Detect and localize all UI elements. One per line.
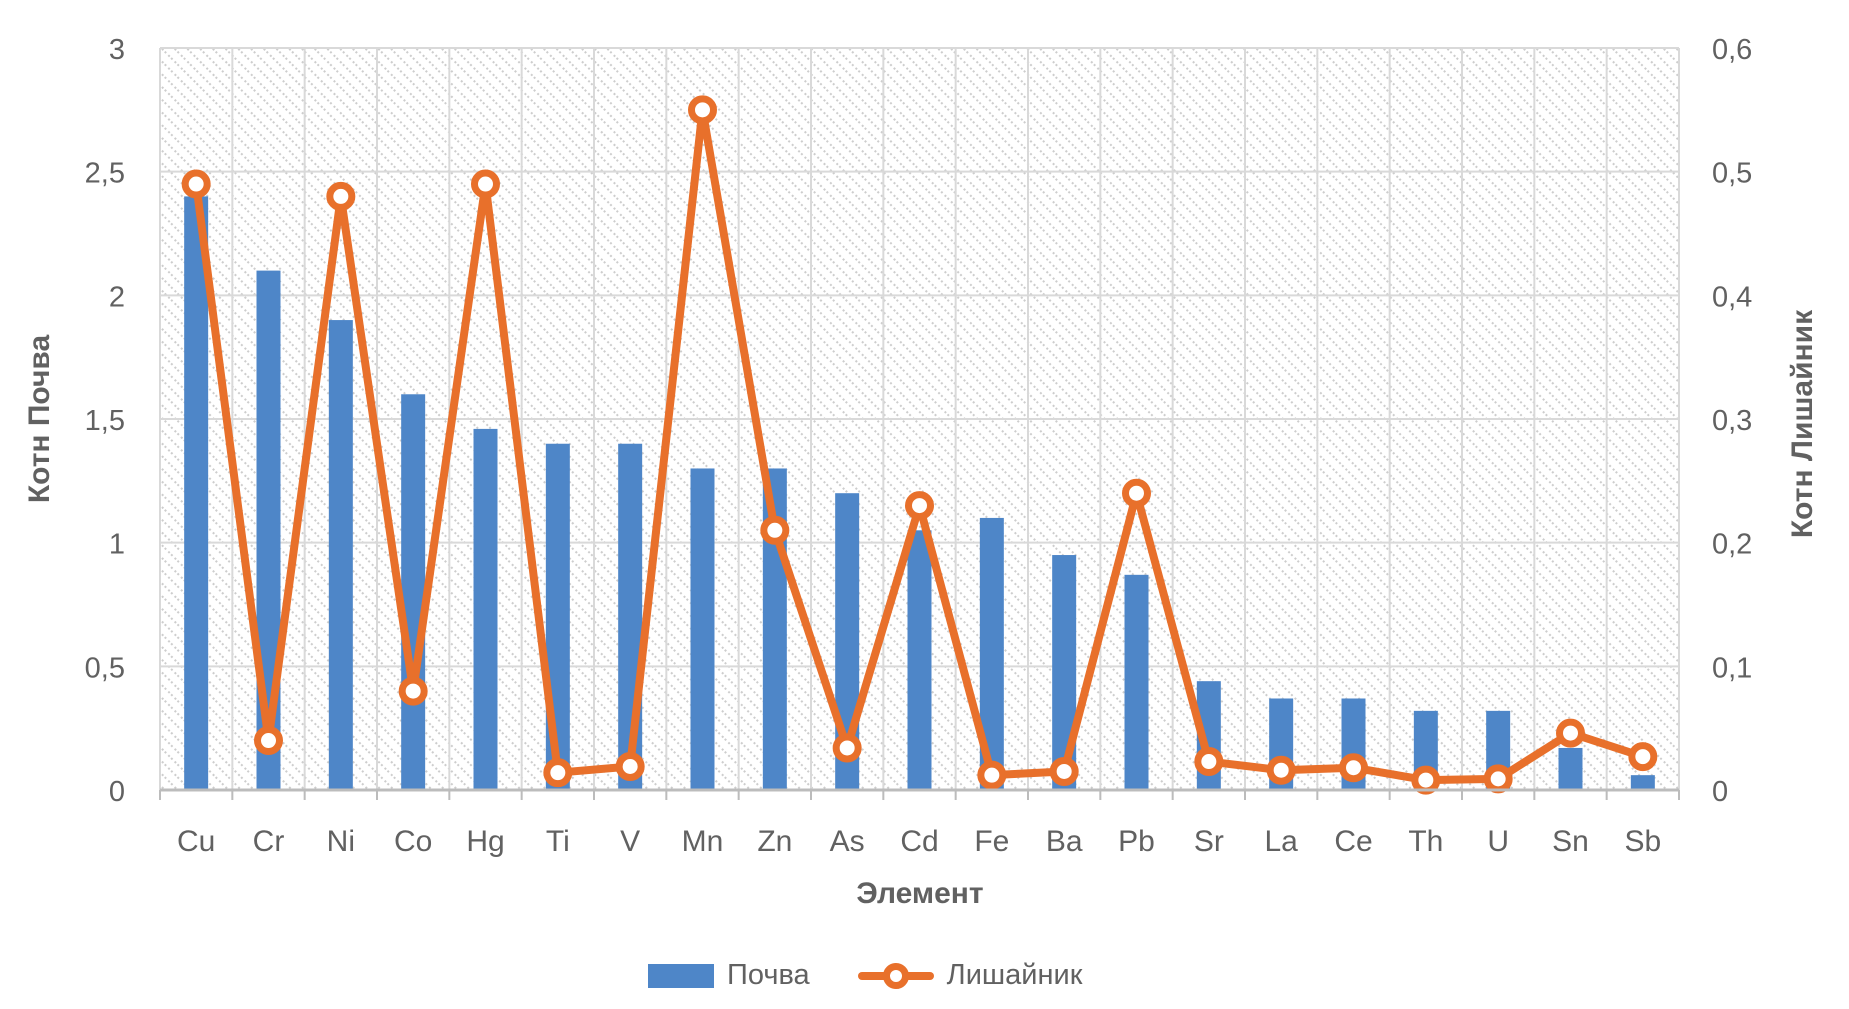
- category-label-As: As: [830, 825, 865, 858]
- category-label-U: U: [1487, 825, 1509, 858]
- marker-U: [1483, 764, 1513, 794]
- left-axis-tick-label: 1,5: [85, 405, 125, 437]
- marker-Zn: [760, 515, 790, 545]
- category-label-Hg: Hg: [466, 825, 504, 858]
- category-label-Mn: Mn: [682, 825, 724, 858]
- right-axis-title: Котн Лишайник: [1786, 309, 1819, 539]
- bar-Cu: [184, 196, 209, 790]
- bar-Cd: [907, 530, 932, 790]
- lichen-line-swatch-icon: [857, 962, 934, 990]
- right-axis-tick-label: 0,2: [1712, 529, 1752, 561]
- category-label-Ce: Ce: [1334, 825, 1372, 858]
- marker-Co: [398, 676, 428, 706]
- left-axis-tick-label: 0: [109, 776, 125, 808]
- category-label-La: La: [1264, 825, 1298, 858]
- marker-Mn: [688, 95, 717, 125]
- marker-Fe: [977, 760, 1007, 790]
- marker-Ti: [543, 758, 573, 788]
- category-label-Th: Th: [1408, 825, 1443, 858]
- category-label-Sn: Sn: [1552, 825, 1589, 858]
- marker-Th: [1411, 765, 1441, 795]
- category-label-Co: Co: [394, 825, 432, 858]
- right-axis-tick-label: 0,1: [1712, 652, 1752, 684]
- marker-Sr: [1194, 747, 1224, 777]
- marker-Sn: [1556, 718, 1585, 748]
- legend-item-lichen: Лишайник: [857, 959, 1083, 992]
- x-axis-title: Элемент: [856, 877, 984, 910]
- marker-Cu: [181, 169, 211, 199]
- marker-Cr: [254, 726, 283, 756]
- marker-Ce: [1339, 753, 1368, 783]
- marker-Cd: [905, 491, 934, 521]
- bar-Sn: [1558, 747, 1583, 790]
- bar-Co: [401, 394, 426, 790]
- legend-label-lichen: Лишайник: [946, 959, 1083, 991]
- category-label-Ni: Ni: [327, 825, 355, 858]
- marker-V: [615, 752, 645, 782]
- category-label-Fe: Fe: [974, 825, 1009, 858]
- category-label-V: V: [620, 825, 640, 858]
- right-axis-tick-label: 0,4: [1712, 281, 1752, 313]
- bar-Sb: [1630, 775, 1655, 790]
- category-label-Sb: Sb: [1624, 825, 1661, 858]
- legend-label-soil: Почва: [727, 959, 810, 991]
- category-label-Cd: Cd: [900, 825, 938, 858]
- category-label-Ba: Ba: [1046, 825, 1083, 858]
- right-axis-tick-label: 0,3: [1712, 405, 1752, 437]
- marker-La: [1266, 755, 1296, 785]
- right-axis-tick-label: 0,5: [1712, 158, 1752, 190]
- category-label-Cu: Cu: [177, 825, 215, 858]
- right-axis-tick-label: 0: [1712, 776, 1728, 808]
- soil-bar-swatch-icon: [648, 963, 714, 988]
- legend-item-soil: Почва: [648, 959, 810, 992]
- category-label-Cr: Cr: [253, 825, 285, 858]
- left-axis-tick-label: 2,5: [85, 158, 125, 190]
- right-axis-tick-label: 0,6: [1712, 34, 1752, 66]
- category-label-Ti: Ti: [546, 825, 570, 858]
- marker-Ba: [1049, 756, 1079, 786]
- category-label-Pb: Pb: [1118, 825, 1155, 858]
- marker-As: [832, 733, 862, 763]
- left-axis-tick-label: 1: [109, 529, 125, 561]
- left-axis-title: Котн Почва: [23, 334, 56, 504]
- bar-Mn: [690, 468, 715, 790]
- marker-Pb: [1122, 478, 1151, 508]
- marker-Ni: [326, 181, 356, 211]
- category-label-Zn: Zn: [757, 825, 792, 858]
- marker-Sb: [1628, 742, 1658, 772]
- bar-Ti: [545, 443, 570, 790]
- left-axis-tick-label: 3: [109, 34, 125, 66]
- bar-Ni: [328, 320, 353, 790]
- left-axis-tick-label: 2: [109, 281, 125, 313]
- bar-Hg: [473, 428, 498, 790]
- marker-Hg: [471, 169, 500, 199]
- bar-Pb: [1124, 574, 1149, 790]
- left-axis-tick-label: 0,5: [85, 652, 125, 684]
- legend: Почва Лишайник: [648, 959, 1082, 992]
- category-label-Sr: Sr: [1194, 825, 1224, 858]
